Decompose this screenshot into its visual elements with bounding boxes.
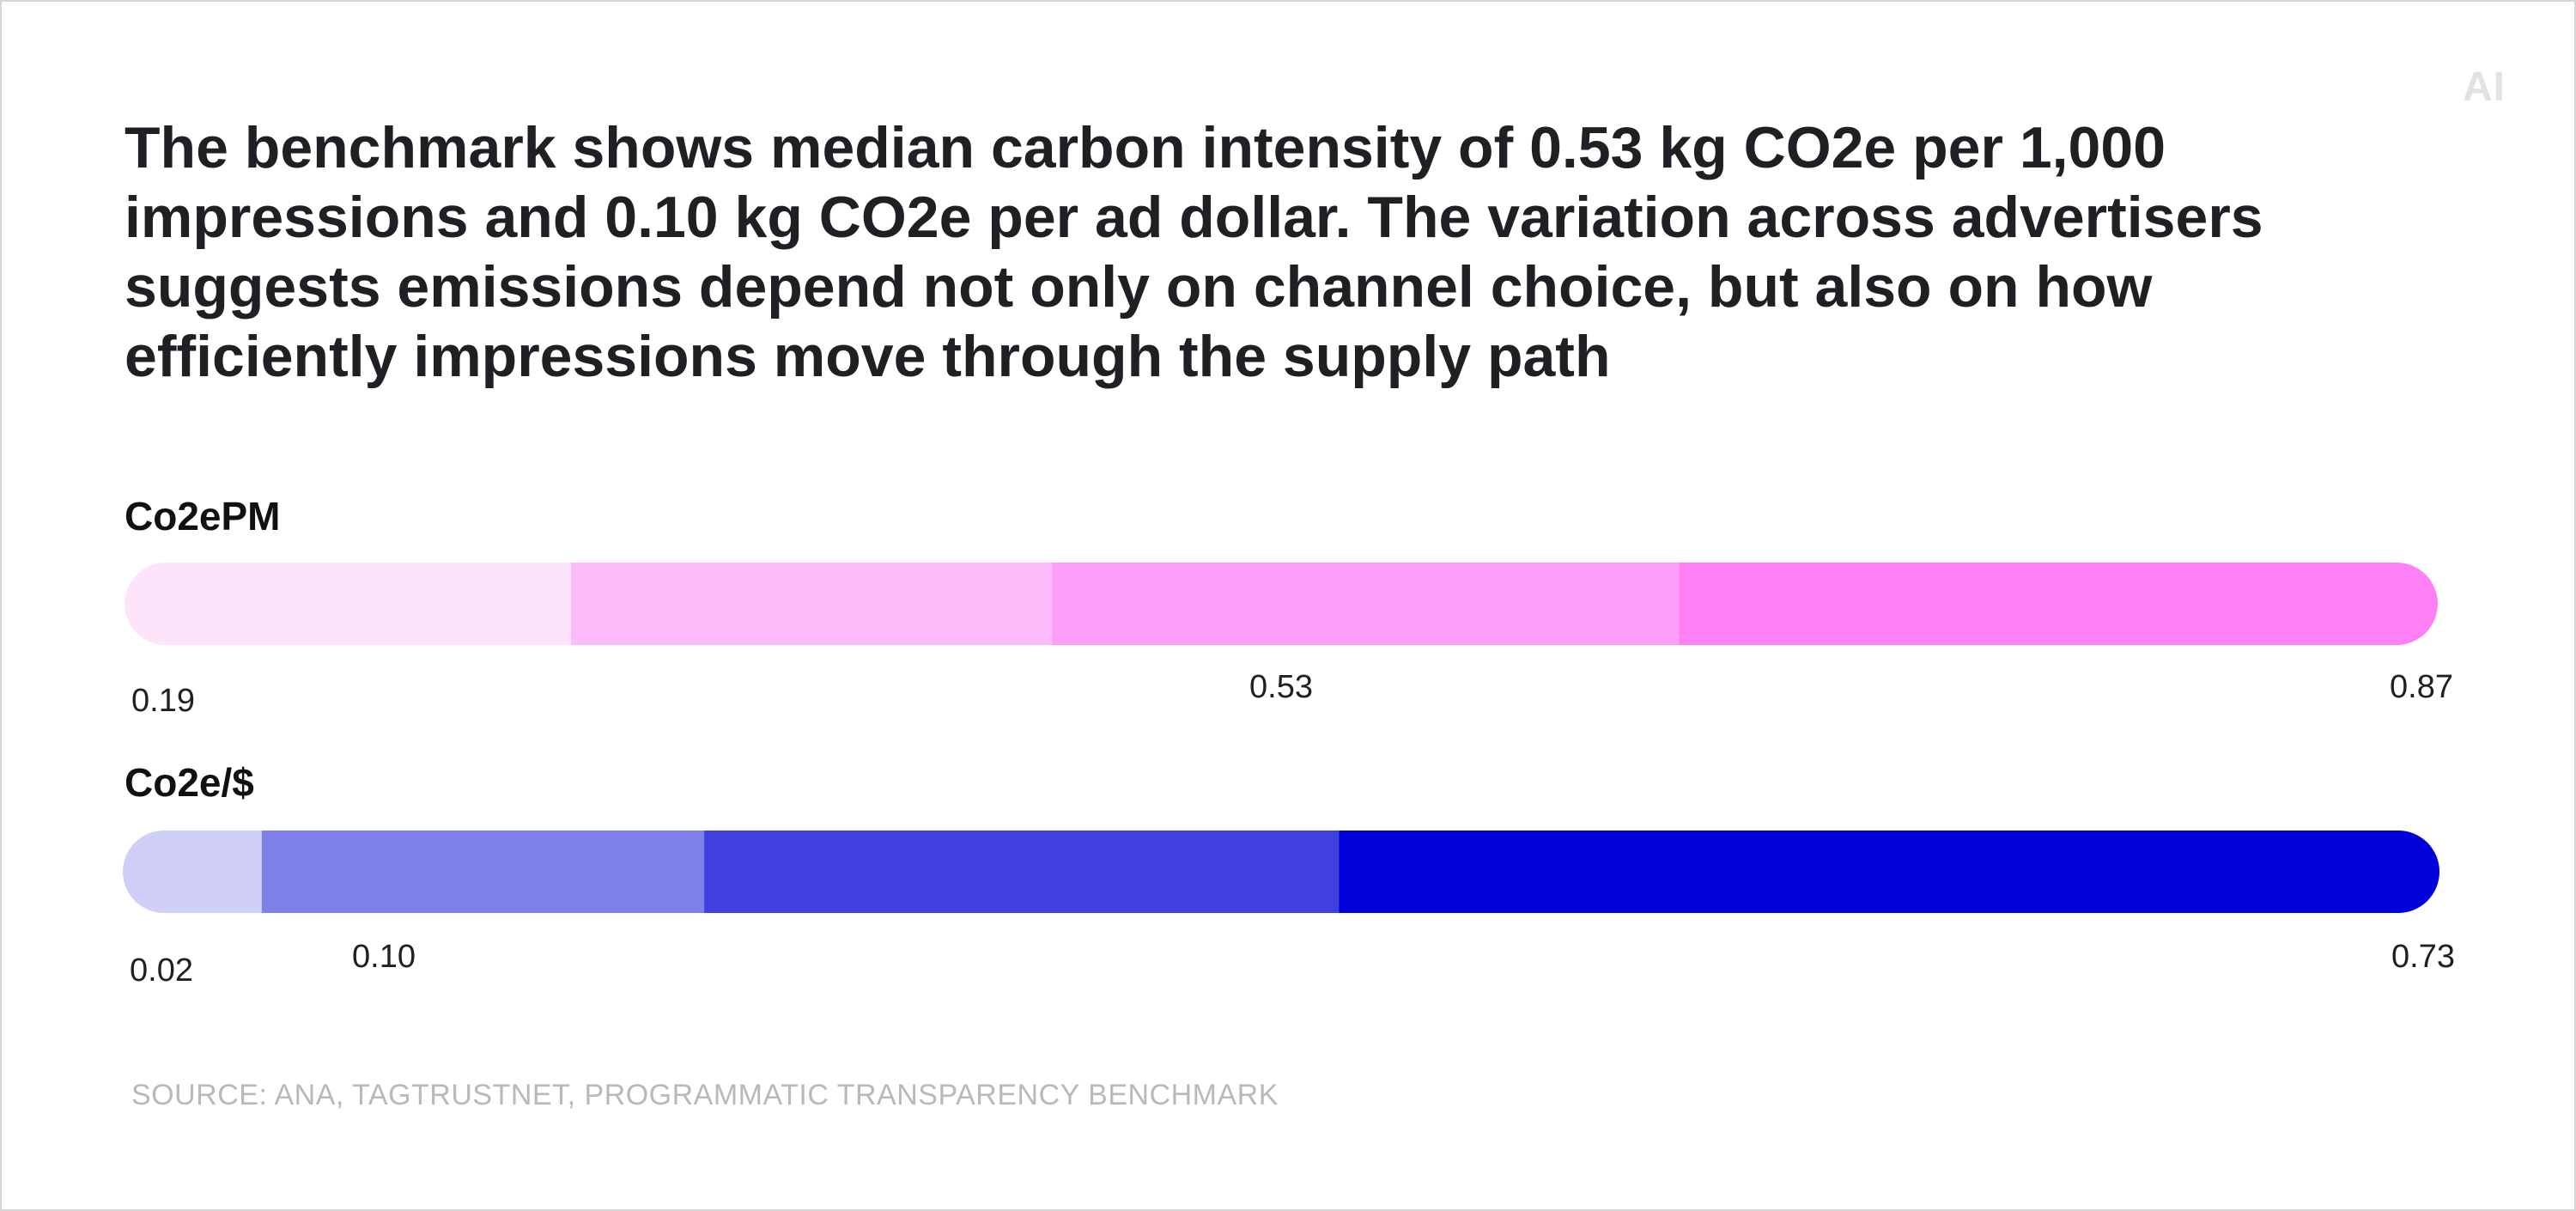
range-bar-co2e-per-dollar: 0.02 0.10 0.73	[123, 831, 2455, 989]
series-label-co2epm: Co2ePM	[125, 494, 281, 539]
brand-logo: AI	[2463, 64, 2506, 110]
tick-label-co2epm-min: 0.19	[131, 683, 195, 719]
bar-segment-co2e-per-dollar-2	[261, 831, 706, 913]
bar-segment-co2epm-2	[570, 563, 1054, 645]
bar-segment-co2e-per-dollar-4	[1339, 831, 2439, 913]
source-note: SOURCE: ANA, TAGTRUSTNET, PROGRAMMATIC T…	[131, 1079, 1279, 1111]
bar-segment-co2e-per-dollar-3	[704, 831, 1340, 913]
tick-label-co2epm-median: 0.53	[1249, 669, 1313, 705]
series-label-co2e-per-dollar: Co2e/$	[125, 760, 254, 805]
chart-headline: The benchmark shows median carbon intens…	[125, 115, 2263, 389]
tick-label-co2epm-max: 0.87	[2390, 669, 2453, 705]
tick-label-co2e-per-dollar-max: 0.73	[2391, 939, 2455, 975]
tick-label-co2e-per-dollar-median: 0.10	[352, 939, 416, 975]
tick-label-co2e-per-dollar-min: 0.02	[130, 952, 193, 989]
bar-segment-co2e-per-dollar-1	[123, 831, 263, 913]
bar-segment-co2epm-4	[1679, 563, 2438, 645]
bar-segment-co2epm-1	[125, 563, 572, 645]
range-bar-co2epm: 0.19 0.53 0.87	[125, 563, 2453, 719]
bar-segment-co2epm-3	[1052, 563, 1680, 645]
